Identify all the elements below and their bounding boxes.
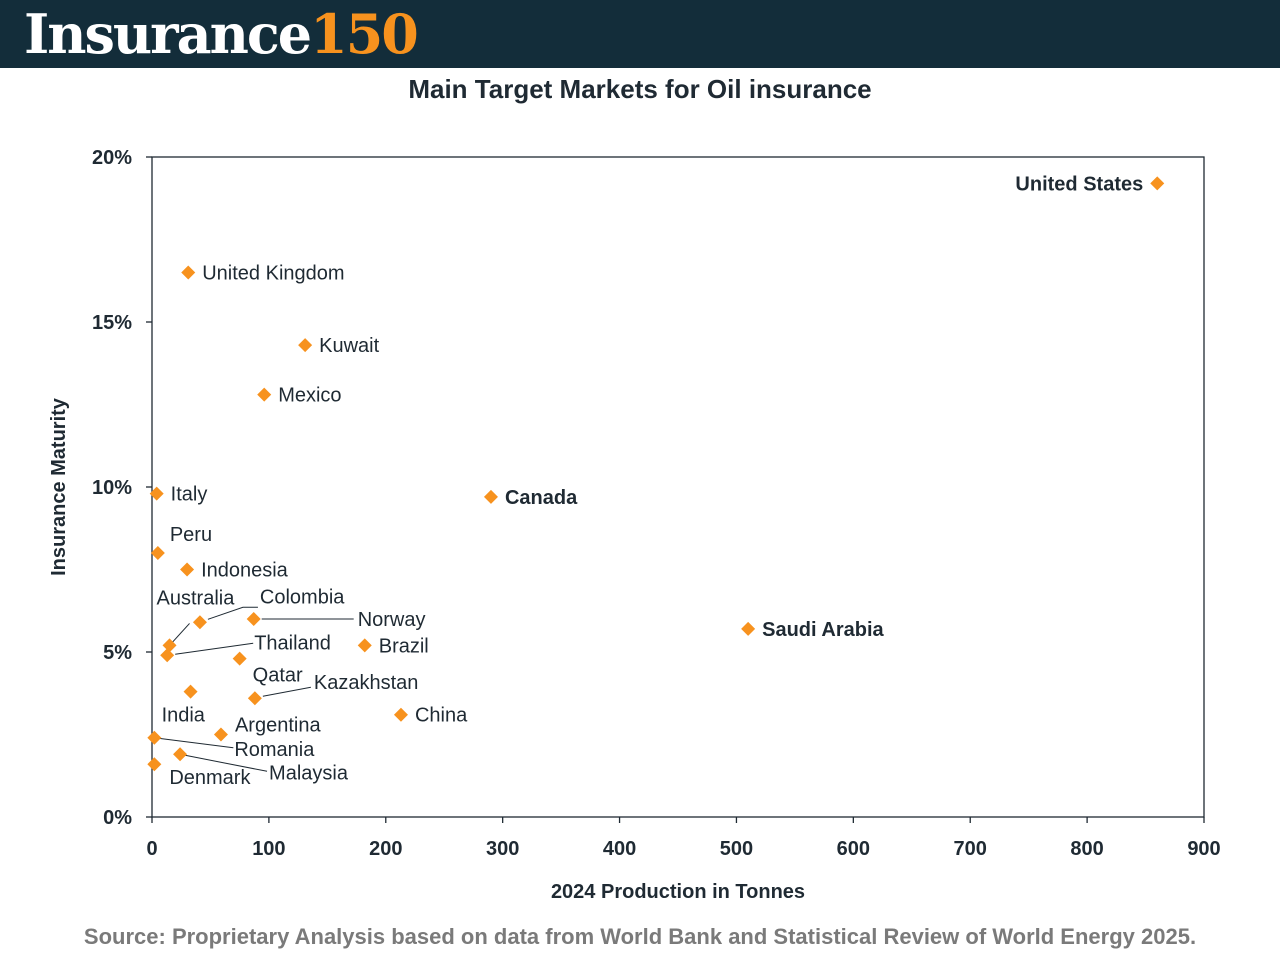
point-label-indonesia: Indonesia <box>201 560 289 582</box>
y-axis: 0% 5% 10% 15% 20% <box>92 147 152 829</box>
point-marker-argentina <box>213 727 228 742</box>
point-label-mexico: Mexico <box>278 385 341 407</box>
point-label-thailand: Thailand <box>254 632 331 654</box>
point-label-malaysia: Malaysia <box>269 762 349 784</box>
header-bar: Insurance150 <box>0 0 1280 68</box>
point-marker-colombia <box>192 615 207 630</box>
point-marker-brazil <box>357 638 372 653</box>
point-label-denmark: Denmark <box>169 767 251 789</box>
x-axis-label: 2024 Production in Tonnes <box>551 881 805 903</box>
point-label-qatar: Qatar <box>253 665 303 687</box>
point-marker-denmark <box>147 757 162 772</box>
point-marker-malaysia <box>173 747 188 762</box>
brand-logo: Insurance150 <box>24 2 419 66</box>
point-marker-thailand <box>160 648 175 663</box>
y-tick-label: 10% <box>92 477 132 499</box>
point-label-peru: Peru <box>170 524 212 546</box>
point-labels: United States United Kingdom Kuwait Mexico I… <box>157 173 1144 789</box>
leader-line-colombia <box>207 606 258 620</box>
point-marker-peru <box>150 546 165 560</box>
point-label-romania: Romania <box>234 739 315 761</box>
point-marker-india <box>183 684 198 699</box>
point-marker-saudi-arabia <box>741 621 756 636</box>
x-axis: 0 100 200 300 400 500 600 700 800 900 <box>146 817 1221 860</box>
leader-line-kazakhstan <box>262 686 311 697</box>
point-label-united-states: United States <box>1015 173 1143 195</box>
point-label-brazil: Brazil <box>379 635 429 657</box>
point-marker-mexico <box>257 387 272 402</box>
point-marker-qatar <box>232 651 247 666</box>
point-marker-china <box>393 707 408 722</box>
point-marker-kuwait <box>298 338 313 353</box>
point-label-italy: Italy <box>171 484 208 506</box>
leader-line-thailand <box>175 642 254 655</box>
x-tick-label: 0 <box>146 838 157 860</box>
y-axis-label: Insurance Maturity <box>48 397 70 576</box>
brand-number: 150 <box>310 2 419 66</box>
x-tick-label: 300 <box>486 838 519 860</box>
point-marker-norway <box>246 612 261 626</box>
point-marker-australia <box>162 638 177 653</box>
brand-word: Insurance <box>24 2 312 66</box>
y-tick-label: 5% <box>103 642 132 664</box>
point-label-australia: Australia <box>157 587 236 609</box>
leader-line-australia <box>169 623 190 646</box>
x-tick-label: 900 <box>1187 838 1220 860</box>
point-label-argentina: Argentina <box>235 715 321 737</box>
point-label-colombia: Colombia <box>260 586 345 608</box>
x-tick-label: 700 <box>954 838 987 860</box>
x-tick-label: 400 <box>603 838 636 860</box>
point-label-kazakhstan: Kazakhstan <box>314 672 419 694</box>
chart-title: Main Target Markets for Oil insurance <box>408 74 872 104</box>
data-points <box>147 176 1165 772</box>
point-marker-united-kingdom <box>181 265 196 280</box>
point-label-saudi-arabia: Saudi Arabia <box>762 619 884 641</box>
x-tick-label: 500 <box>720 838 753 860</box>
x-tick-label: 800 <box>1070 838 1103 860</box>
point-marker-indonesia <box>180 562 195 577</box>
point-label-india: India <box>162 705 206 727</box>
point-label-kuwait: Kuwait <box>319 335 379 357</box>
source-note: Source: Proprietary Analysis based on da… <box>83 924 1197 949</box>
point-marker-italy <box>149 486 164 501</box>
y-tick-label: 20% <box>92 147 132 169</box>
x-tick-label: 200 <box>369 838 402 860</box>
leader-line-malaysia <box>179 753 268 772</box>
point-label-united-kingdom: United Kingdom <box>202 263 344 285</box>
y-tick-label: 15% <box>92 312 132 334</box>
leader-line-romania <box>154 737 234 749</box>
point-marker-romania <box>147 730 162 745</box>
leader-lines <box>154 606 354 772</box>
y-tick-label: 0% <box>103 807 132 829</box>
point-label-canada: Canada <box>505 487 578 509</box>
x-tick-label: 100 <box>252 838 285 860</box>
point-marker-canada <box>483 489 498 504</box>
point-marker-united-states <box>1150 176 1165 191</box>
point-marker-kazakhstan <box>247 691 262 706</box>
x-tick-label: 600 <box>837 838 870 860</box>
point-label-norway: Norway <box>358 609 426 631</box>
point-label-china: China <box>415 705 468 727</box>
